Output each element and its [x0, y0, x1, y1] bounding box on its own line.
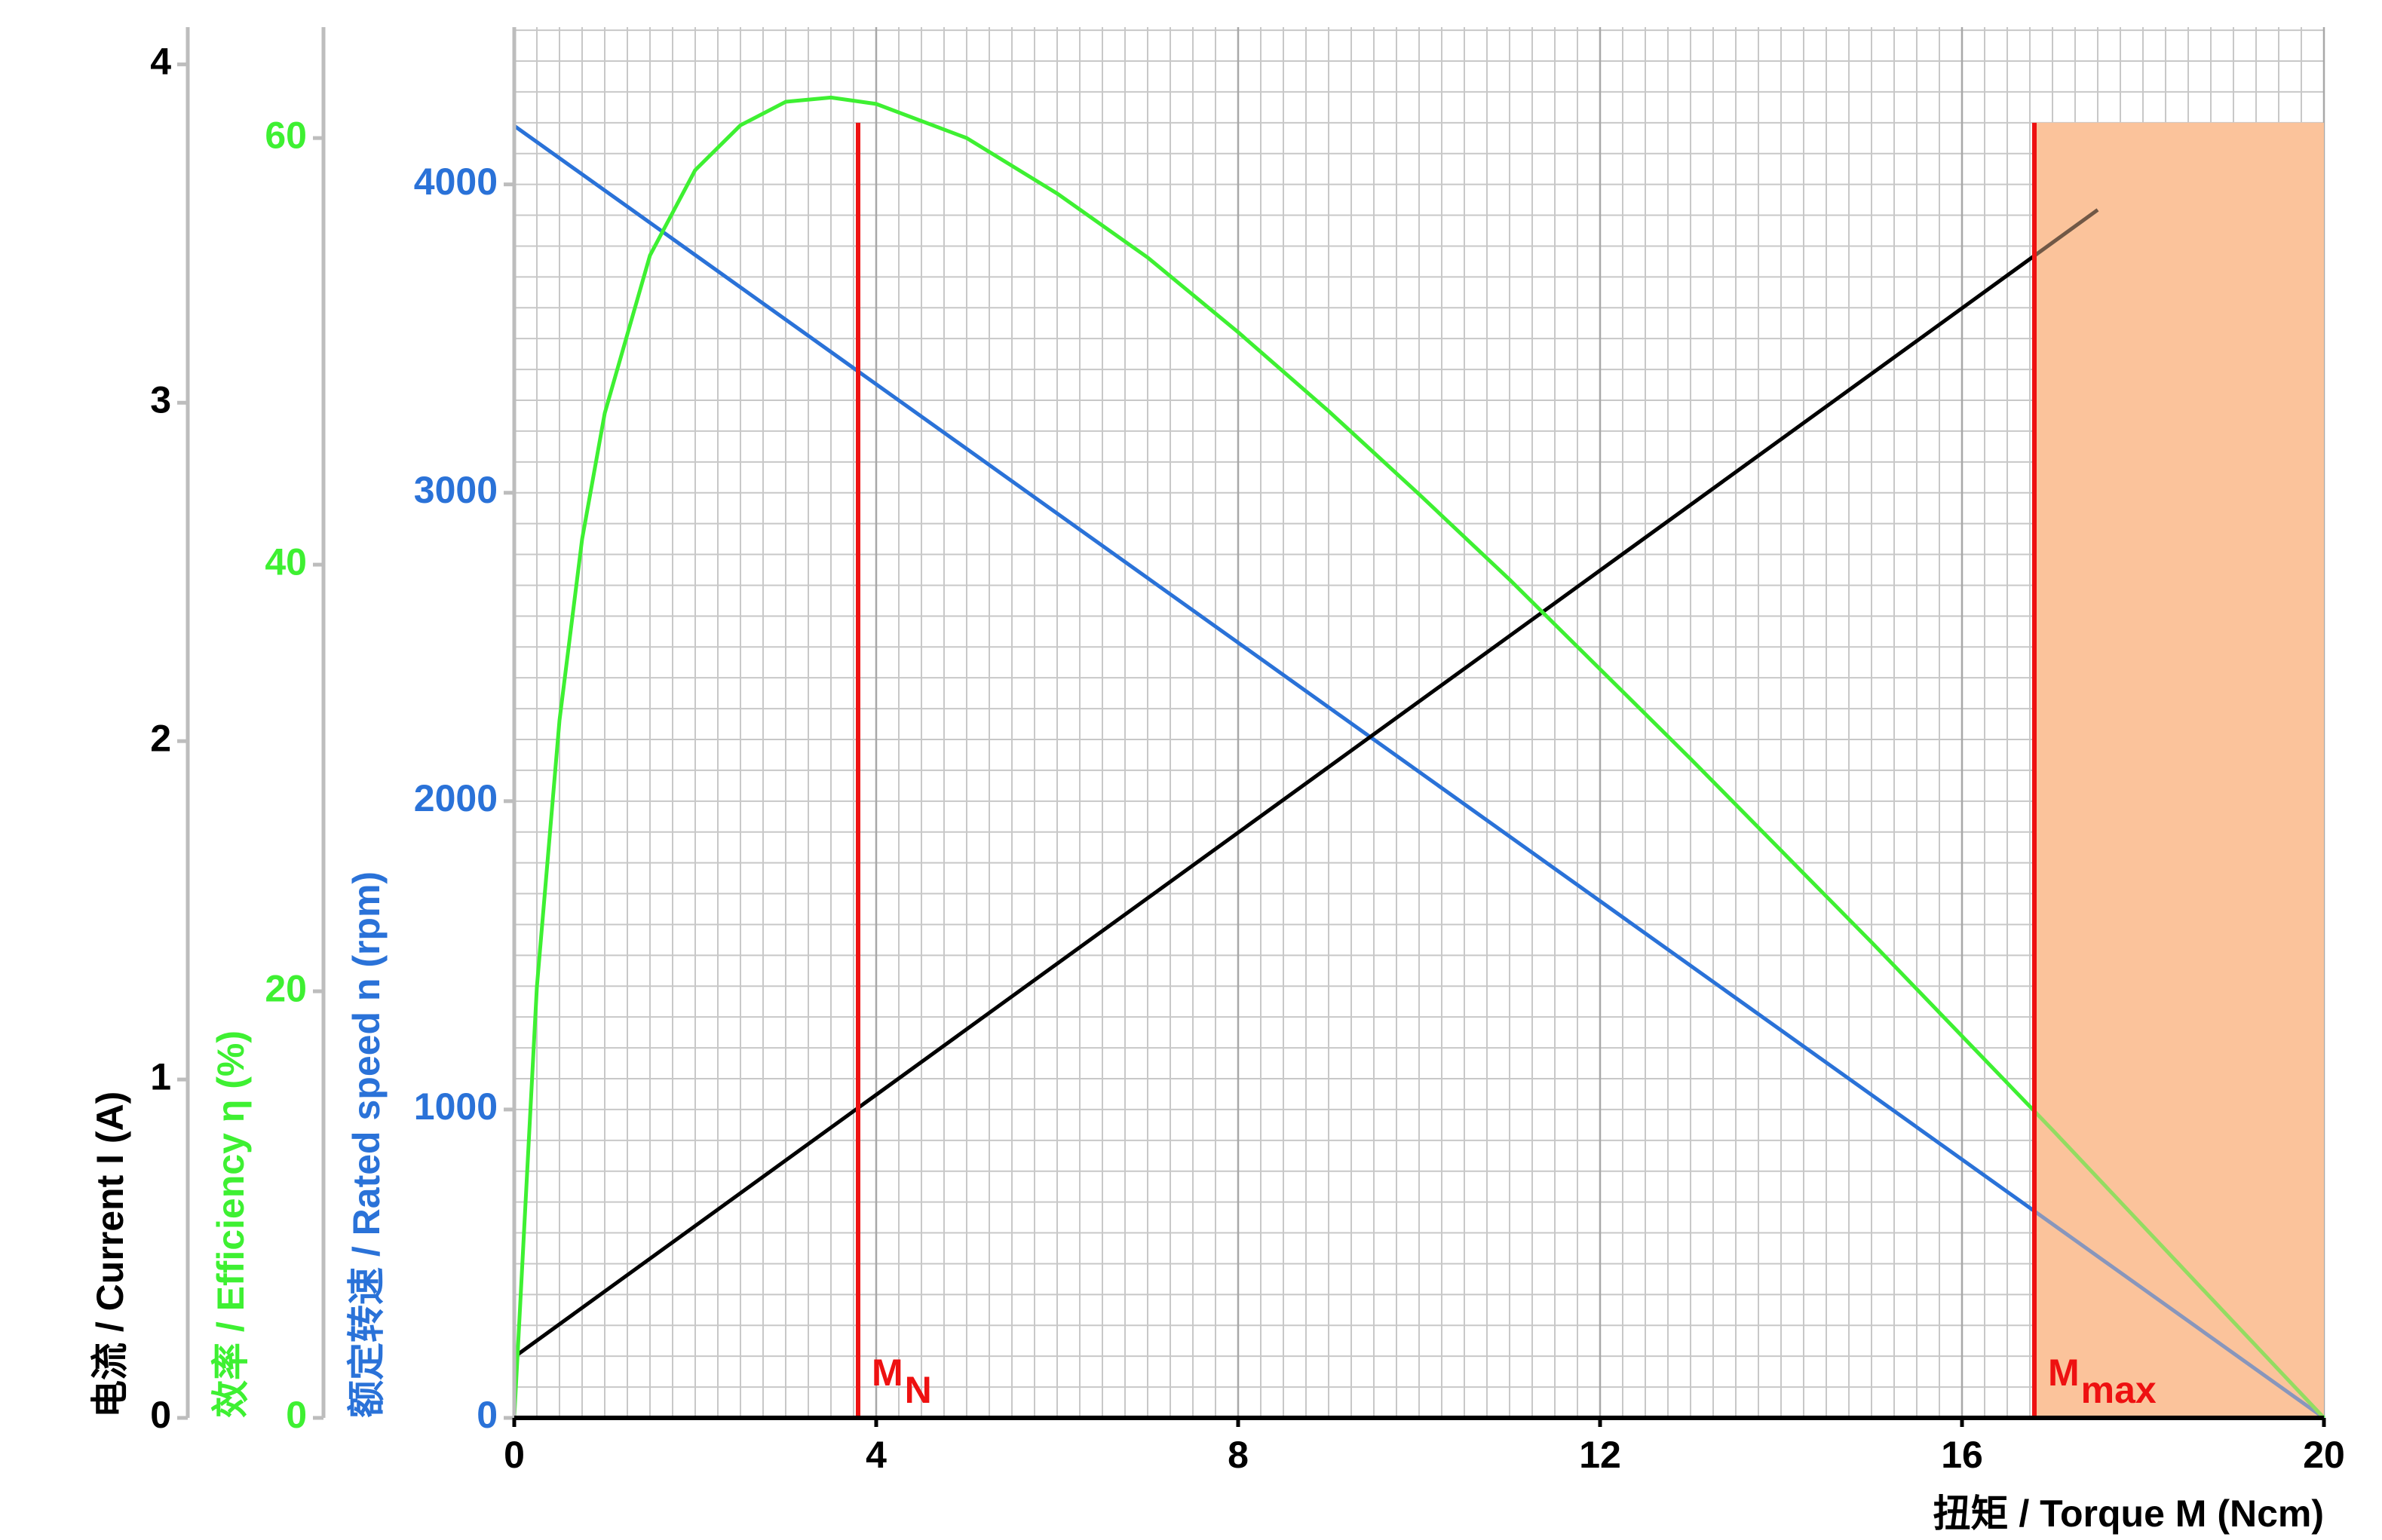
overload-tint [2034, 122, 2324, 1419]
x-tick-label: 20 [2303, 1434, 2345, 1476]
y-tick-label: 4 [150, 41, 171, 83]
y-tick-label: 2000 [414, 777, 498, 819]
y-tick-label: 4000 [414, 161, 498, 203]
y-tick-label: 3000 [414, 469, 498, 511]
x-tick-label: 0 [504, 1434, 525, 1476]
y-tick-label: 60 [265, 114, 307, 156]
marker-subscript: N [905, 1369, 932, 1411]
x-tick-label: 4 [866, 1434, 887, 1476]
x-tick-label: 16 [1941, 1434, 1983, 1476]
y-tick-label: 1 [150, 1055, 171, 1098]
marker-label: M [2048, 1352, 2080, 1394]
y-axis-title: 效率 / Efficiency η (%) [210, 1030, 252, 1418]
y-axis-title: 电流 / Current I (A) [89, 1091, 131, 1418]
x-axis-title: 扭矩 / Torque M (Ncm) [1933, 1493, 2324, 1535]
marker-label: M [872, 1352, 903, 1394]
x-tick-label: 12 [1579, 1434, 1621, 1476]
y-tick-label: 40 [265, 540, 307, 583]
y-tick-label: 2 [150, 717, 171, 759]
marker-subscript: max [2081, 1369, 2157, 1411]
y-tick-label: 3 [150, 378, 171, 421]
y-tick-label: 1000 [414, 1085, 498, 1128]
overload-region [2034, 122, 2324, 1419]
series-line [513, 208, 2099, 1359]
y-tick-label: 0 [477, 1394, 498, 1436]
y-tick-label: 20 [265, 967, 307, 1009]
y-axis-title: 额定转速 / Rated speed n (rpm) [345, 871, 388, 1418]
series-line [513, 124, 2325, 1420]
x-tick-label: 8 [1228, 1434, 1249, 1476]
y-tick-label: 0 [150, 1394, 171, 1436]
y-tick-label: 0 [286, 1394, 307, 1436]
series-line [512, 95, 2325, 1419]
